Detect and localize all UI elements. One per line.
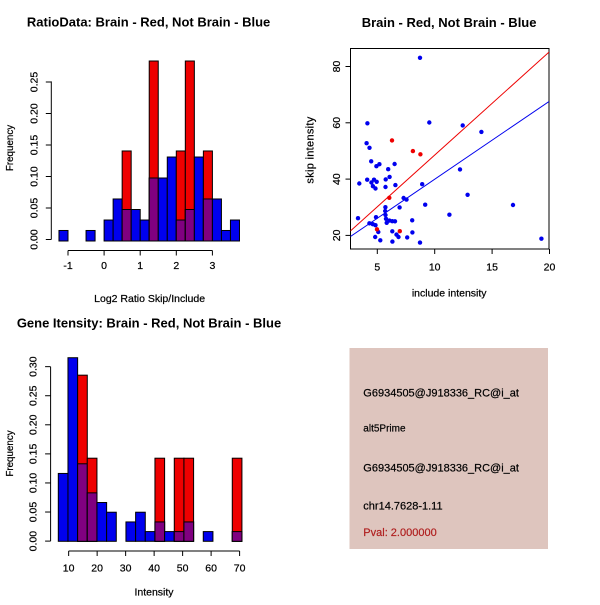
svg-text:RatioData: Brain - Red, Not Br: RatioData: Brain - Red, Not Brain - Blue bbox=[27, 15, 270, 30]
svg-text:20: 20 bbox=[331, 229, 343, 241]
svg-text:5: 5 bbox=[374, 262, 380, 274]
svg-text:chr14.7628-1.11: chr14.7628-1.11 bbox=[363, 500, 442, 512]
svg-text:0.10: 0.10 bbox=[29, 166, 41, 187]
svg-text:70: 70 bbox=[234, 563, 246, 575]
svg-text:20: 20 bbox=[544, 262, 556, 274]
svg-text:include intensity: include intensity bbox=[412, 288, 487, 300]
svg-text:G6934505@J918336_RC@i_at: G6934505@J918336_RC@i_at bbox=[363, 388, 519, 400]
svg-text:40: 40 bbox=[148, 563, 160, 575]
svg-text:-1: -1 bbox=[63, 260, 72, 272]
svg-text:0.00: 0.00 bbox=[28, 531, 40, 552]
svg-text:30: 30 bbox=[120, 563, 132, 575]
svg-text:0.25: 0.25 bbox=[28, 385, 40, 406]
svg-text:50: 50 bbox=[177, 563, 189, 575]
svg-text:3: 3 bbox=[209, 260, 215, 272]
svg-text:0.00: 0.00 bbox=[29, 229, 41, 250]
svg-text:Frequency: Frequency bbox=[5, 430, 16, 476]
svg-text:G6934505@J918336_RC@i_at: G6934505@J918336_RC@i_at bbox=[363, 463, 519, 475]
svg-text:Frequency: Frequency bbox=[5, 125, 16, 171]
svg-text:0.20: 0.20 bbox=[29, 103, 41, 124]
svg-text:1: 1 bbox=[137, 260, 143, 272]
svg-text:15: 15 bbox=[486, 262, 498, 274]
svg-text:0.25: 0.25 bbox=[29, 72, 41, 93]
svg-text:0.15: 0.15 bbox=[28, 444, 40, 465]
svg-text:40: 40 bbox=[331, 173, 343, 185]
svg-text:0.05: 0.05 bbox=[29, 198, 41, 219]
svg-text:80: 80 bbox=[331, 61, 343, 73]
svg-text:10: 10 bbox=[429, 262, 441, 274]
svg-text:alt5Prime: alt5Prime bbox=[363, 424, 406, 435]
svg-text:20: 20 bbox=[91, 563, 103, 575]
svg-text:Gene Itensity: Brain - Red, No: Gene Itensity: Brain - Red, Not Brain - … bbox=[17, 316, 281, 331]
svg-text:0.15: 0.15 bbox=[29, 135, 41, 156]
svg-text:Log2 Ratio Skip/Include: Log2 Ratio Skip/Include bbox=[94, 293, 205, 305]
svg-text:0.30: 0.30 bbox=[28, 356, 40, 377]
svg-text:Brain - Red, Not Brain - Blue: Brain - Red, Not Brain - Blue bbox=[362, 15, 537, 30]
svg-text:60: 60 bbox=[205, 563, 217, 575]
svg-text:0.05: 0.05 bbox=[28, 502, 40, 523]
svg-text:60: 60 bbox=[331, 117, 343, 129]
svg-text:10: 10 bbox=[63, 563, 75, 575]
svg-text:2: 2 bbox=[173, 260, 179, 272]
svg-text:0.20: 0.20 bbox=[28, 414, 40, 435]
svg-text:0: 0 bbox=[101, 260, 107, 272]
svg-text:skip intensity: skip intensity bbox=[305, 116, 317, 183]
svg-text:0.10: 0.10 bbox=[28, 473, 40, 494]
svg-text:Pval: 2.000000: Pval: 2.000000 bbox=[363, 527, 436, 539]
svg-text:Intensity: Intensity bbox=[134, 587, 174, 599]
